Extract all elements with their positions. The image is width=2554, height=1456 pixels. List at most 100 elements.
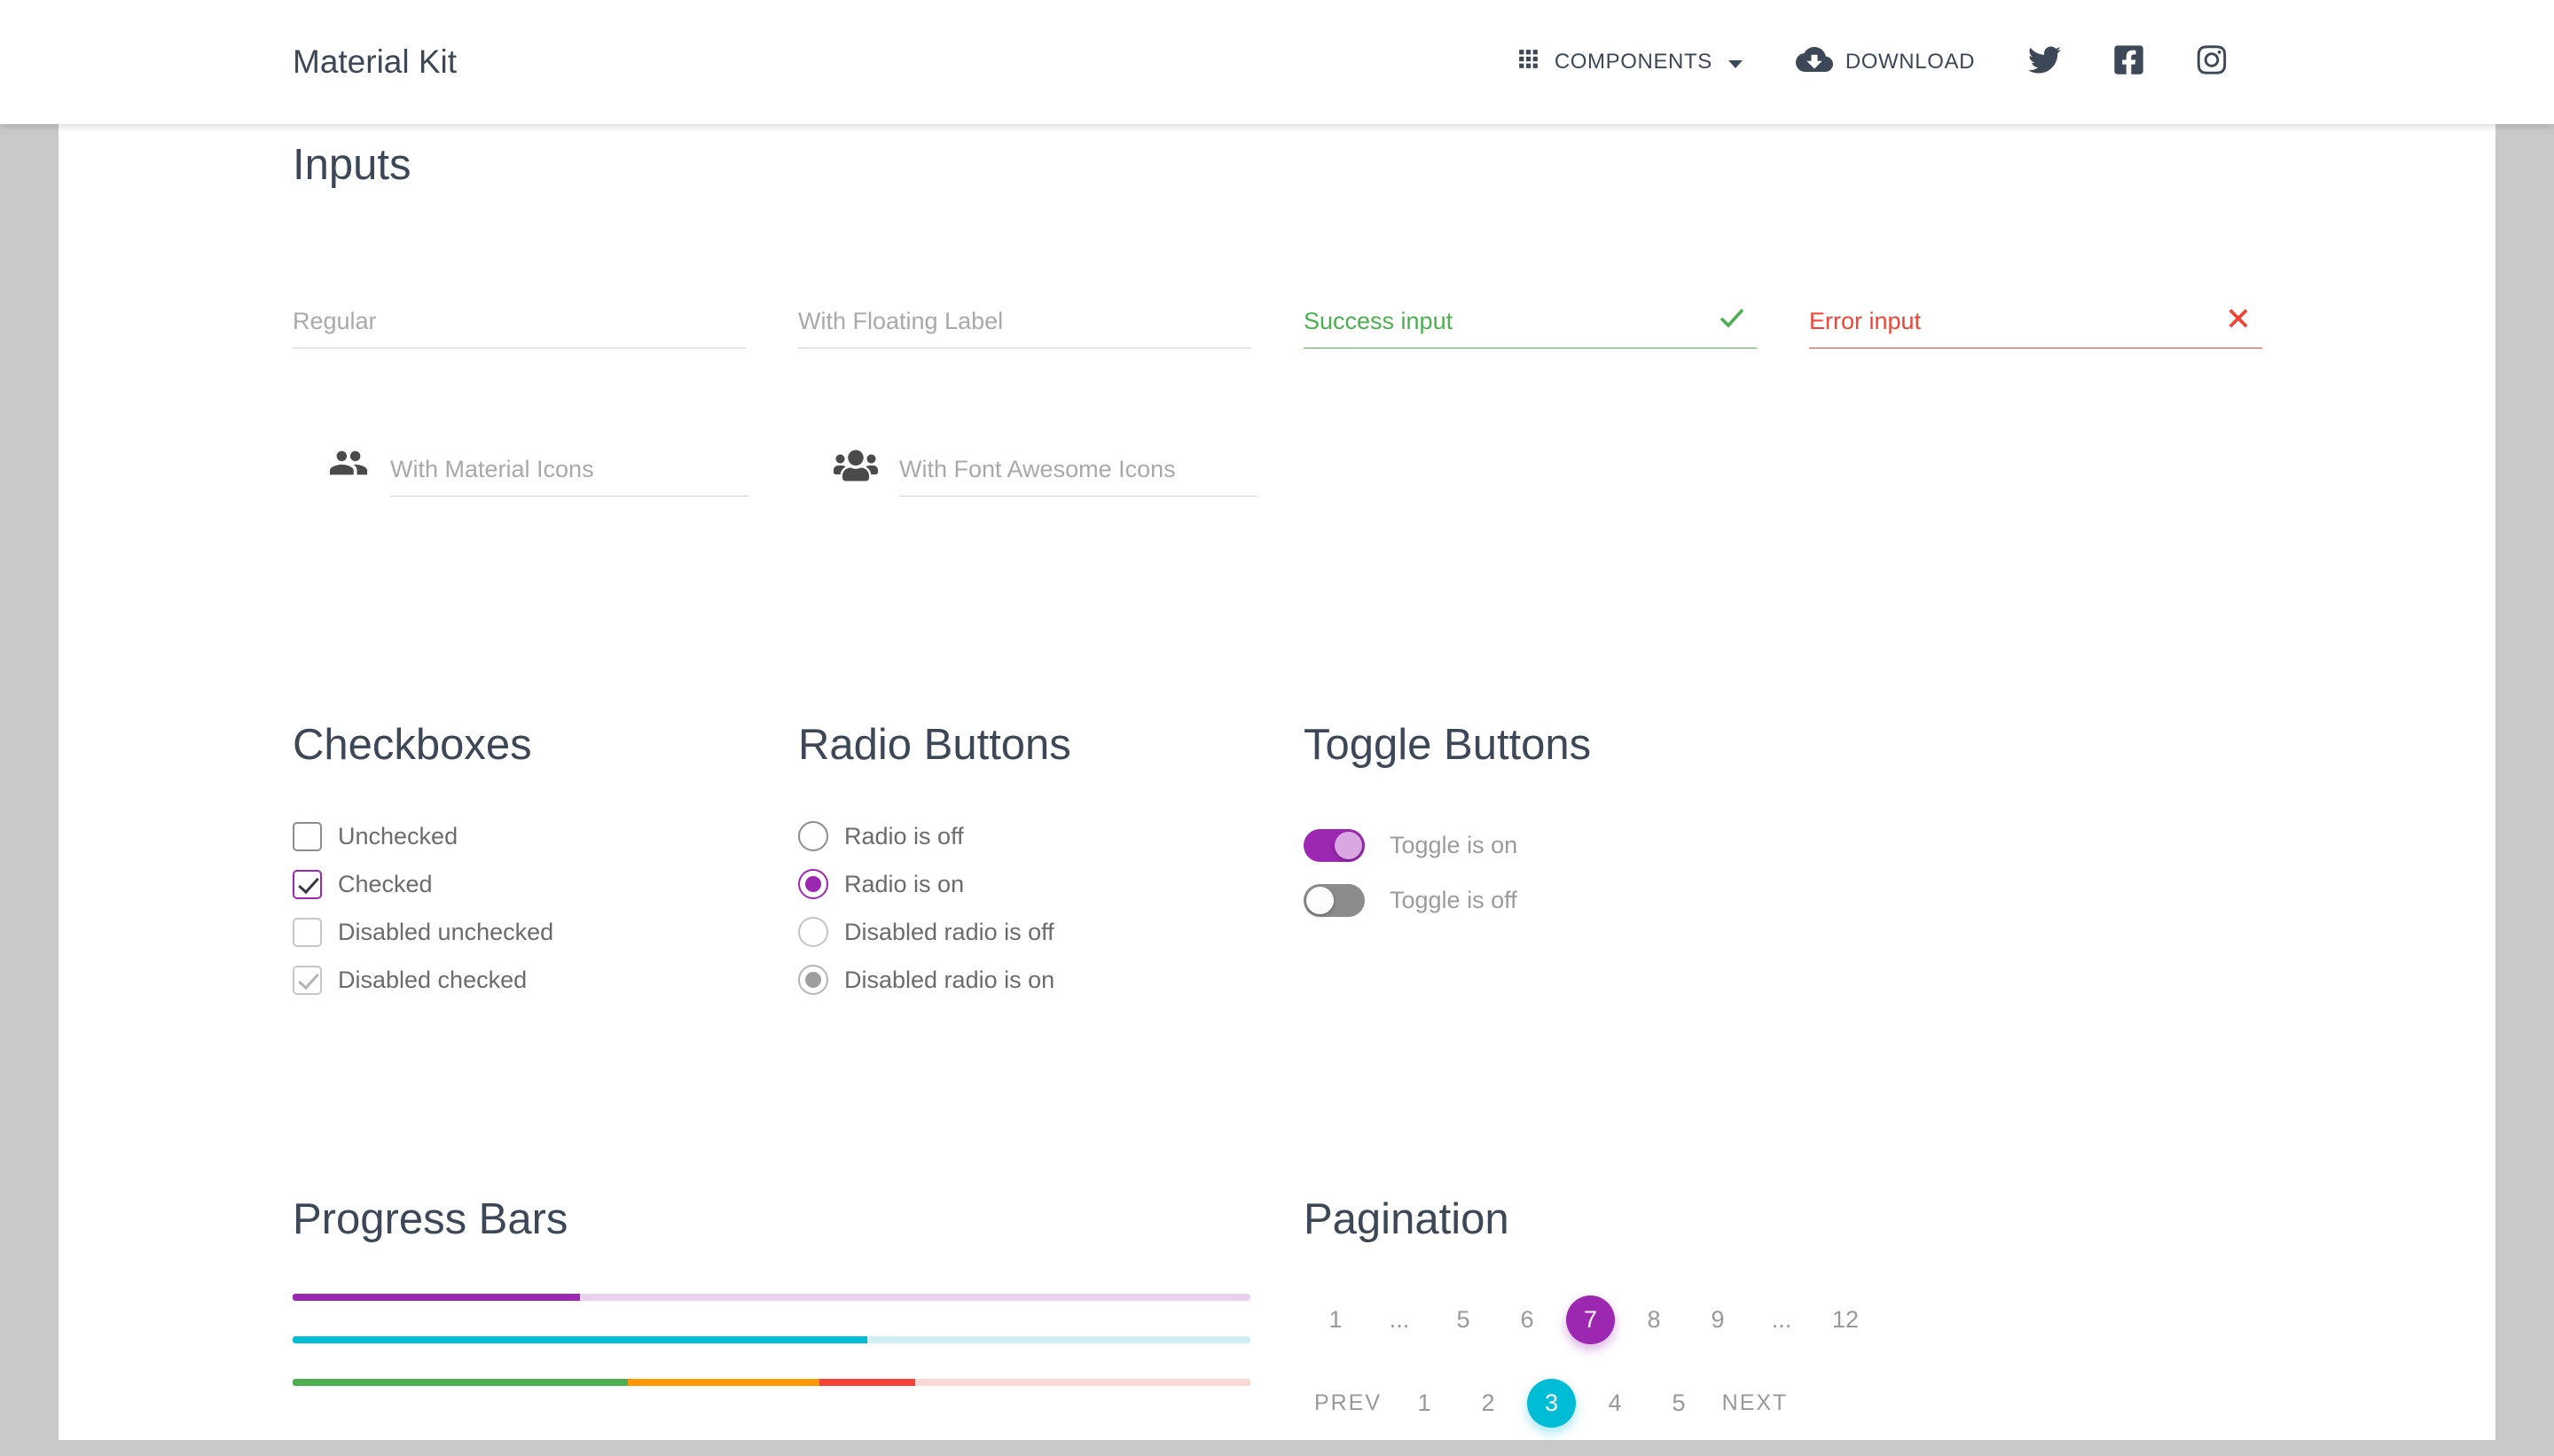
toggle-buttons-title: Toggle Buttons — [1304, 721, 1592, 769]
floating-label-input[interactable] — [798, 301, 1251, 348]
material-icons-input-group — [293, 442, 798, 497]
users-icon — [834, 448, 878, 488]
navbar: Material Kit COMPONENTS DOWNLOAD — [0, 0, 2554, 124]
progress-fill — [819, 1379, 915, 1386]
radio-disabled-icon — [798, 917, 828, 947]
toggle-off-item[interactable]: Toggle is off — [1304, 873, 2262, 928]
checkbox-checked[interactable]: Checked — [293, 860, 798, 908]
checkbox-disabled-unchecked: Disabled unchecked — [293, 908, 798, 956]
page-link[interactable]: 2 — [1481, 1389, 1495, 1416]
check-icon — [1716, 301, 1748, 338]
download-label: DOWNLOAD — [1845, 50, 1975, 74]
regular-input[interactable] — [293, 301, 746, 348]
radio-off[interactable]: Radio is off — [798, 812, 1304, 860]
cloud-download-icon — [1795, 41, 1833, 84]
checkboxes-title: Checkboxes — [293, 721, 532, 769]
chevron-down-icon — [1727, 59, 1743, 68]
apps-grid-icon — [1515, 45, 1542, 79]
radio-buttons-section: Radio Buttons Radio is off Radio is on D… — [798, 720, 1304, 1004]
page-ellipsis: ... — [1771, 1306, 1792, 1333]
radio-on-icon — [798, 869, 828, 899]
pagination-title: Pagination — [1304, 1195, 1509, 1243]
toggle-knob — [1306, 886, 1334, 914]
toggle-on-switch[interactable] — [1304, 828, 1365, 862]
page-link[interactable]: 8 — [1647, 1306, 1661, 1333]
toggle-off-switch[interactable] — [1304, 883, 1365, 917]
toggle-label: Toggle is on — [1390, 831, 1518, 858]
toggle-label: Toggle is off — [1390, 886, 1517, 913]
page-link-active[interactable]: 7 — [1566, 1296, 1615, 1344]
toggle-on-item[interactable]: Toggle is on — [1304, 818, 2262, 873]
pagination-section: Pagination 1 ... 5 6 7 8 9 ... 12 PREV 1… — [1304, 1194, 2262, 1428]
radio-label: Radio is off — [844, 822, 964, 849]
checkbox-label: Unchecked — [338, 822, 458, 849]
progress-fill — [628, 1379, 819, 1386]
radio-disabled-on: Disabled radio is on — [798, 956, 1304, 1004]
components-menu[interactable]: COMPONENTS — [1515, 45, 1743, 79]
page-link[interactable]: 1 — [1328, 1306, 1343, 1333]
checkbox-label: Checked — [338, 870, 433, 897]
download-button[interactable]: DOWNLOAD — [1795, 41, 1975, 84]
page-link[interactable]: 9 — [1711, 1306, 1725, 1333]
page-sheet: Inputs — [59, 124, 2495, 1440]
instagram-link[interactable] — [2197, 43, 2227, 81]
toggle-knob — [1335, 831, 1362, 859]
pagination-row-1: 1 ... 5 6 7 8 9 ... 12 — [1304, 1296, 2262, 1344]
fontawesome-icons-input[interactable] — [899, 450, 1257, 497]
inputs-section: Inputs — [293, 124, 2262, 497]
success-input[interactable] — [1304, 301, 1757, 348]
fontawesome-icons-input-group — [798, 442, 1304, 497]
page-prev-button[interactable]: PREV — [1313, 1390, 1383, 1415]
controls-row: Checkboxes Unchecked Checked Disabled un… — [293, 720, 2262, 1004]
checkboxes-section: Checkboxes Unchecked Checked Disabled un… — [293, 720, 798, 1004]
clear-icon — [2223, 303, 2253, 338]
twitter-icon — [2028, 43, 2061, 81]
progress-fill — [293, 1379, 628, 1386]
page-next-button[interactable]: NEXT — [1721, 1390, 1789, 1415]
error-input[interactable] — [1809, 301, 2262, 348]
radio-label: Disabled radio is off — [844, 918, 1054, 945]
radio-list: Radio is off Radio is on Disabled radio … — [798, 812, 1304, 1004]
radio-label: Disabled radio is on — [844, 966, 1055, 993]
toggle-list: Toggle is on Toggle is off — [1304, 818, 2262, 928]
inputs-row-2 — [293, 442, 2262, 497]
error-input-group — [1809, 301, 2262, 348]
radio-on[interactable]: Radio is on — [798, 860, 1304, 908]
progress-bar-cyan — [293, 1336, 1250, 1343]
checkbox-label: Disabled unchecked — [338, 918, 554, 945]
group-icon — [328, 442, 369, 488]
page-link[interactable]: 5 — [1456, 1306, 1470, 1333]
checkbox-disabled-icon — [293, 917, 322, 947]
pagination-row-2: PREV 1 2 3 4 5 NEXT — [1304, 1379, 2262, 1428]
checkbox-disabled-checked-icon — [293, 965, 322, 995]
brand[interactable]: Material Kit — [293, 43, 458, 80]
facebook-link[interactable] — [2114, 43, 2143, 81]
progress-bar-purple — [293, 1294, 1250, 1301]
radio-label: Radio is on — [844, 870, 965, 897]
page-link[interactable]: 6 — [1520, 1306, 1534, 1333]
instagram-icon — [2197, 43, 2227, 81]
radio-disabled-on-icon — [798, 965, 828, 995]
page-link-active[interactable]: 3 — [1527, 1379, 1576, 1428]
page-link[interactable]: 1 — [1417, 1389, 1431, 1416]
toggle-buttons-section: Toggle Buttons Toggle is on Toggle is of… — [1304, 720, 2262, 1004]
page-link[interactable]: 5 — [1672, 1389, 1686, 1416]
progress-fill — [293, 1294, 580, 1301]
components-label: COMPONENTS — [1554, 50, 1712, 74]
twitter-link[interactable] — [2028, 43, 2061, 81]
material-icons-input[interactable] — [390, 450, 748, 497]
checkbox-label: Disabled checked — [338, 966, 528, 993]
progress-bars-title: Progress Bars — [293, 1195, 568, 1243]
checkbox-list: Unchecked Checked Disabled unchecked Dis… — [293, 812, 798, 1004]
page-ellipsis: ... — [1389, 1306, 1410, 1333]
page-link[interactable]: 12 — [1831, 1306, 1860, 1333]
floating-label-input-group — [798, 301, 1251, 348]
regular-input-group — [293, 301, 746, 348]
checkbox-checked-icon — [293, 869, 322, 899]
checkbox-disabled-checked: Disabled checked — [293, 956, 798, 1004]
page-link[interactable]: 4 — [1608, 1389, 1622, 1416]
checkbox-unchecked[interactable]: Unchecked — [293, 812, 798, 860]
facebook-icon — [2114, 43, 2143, 81]
bottom-row: Progress Bars Pagination 1 ... 5 6 7 8 9… — [293, 1194, 2262, 1428]
radio-disabled-off: Disabled radio is off — [798, 908, 1304, 956]
